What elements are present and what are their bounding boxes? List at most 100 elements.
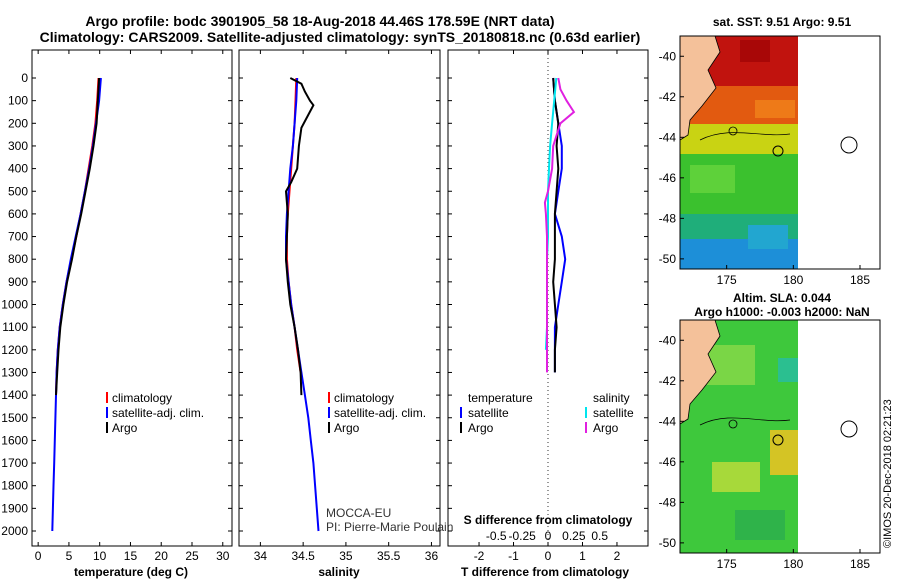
legend-label-satellite: satellite-adj. clim. xyxy=(334,406,426,420)
lat-tick-label: -50 xyxy=(659,536,677,550)
lat-tick-label: -50 xyxy=(659,252,677,266)
salinity-axes-frame xyxy=(238,49,441,547)
x-tick-label: 2 xyxy=(614,549,621,563)
project-name: MOCCA-EU xyxy=(326,506,391,520)
s-diff-tick-label: 0 xyxy=(545,529,552,543)
y-tick-label: 500 xyxy=(8,184,28,198)
salinity-tick-labels: 34 34.5 35 35.5 36 xyxy=(254,50,439,563)
y-tick-label: 2000 xyxy=(1,524,28,538)
lat-tick-label: -48 xyxy=(659,211,677,225)
legend-label-satellite: satellite-adj. clim. xyxy=(112,406,204,420)
salinity-profiles xyxy=(239,77,440,532)
legend-label-s-satellite: satellite xyxy=(593,406,634,420)
difference-panel: -2 -1 0 1 2 -0.5 -0.25 0 0.25 0.5 T difference f… xyxy=(447,49,649,579)
sla-patch-yellow xyxy=(712,462,760,492)
y-tick-label: 800 xyxy=(8,252,28,266)
sla-map-title: Altim. SLA: 0.044 xyxy=(733,291,831,305)
sst-map-panel: sat. SST: 9.51 Argo: 9.51 -40 -42 -44 xyxy=(659,15,881,287)
chatham-rise-contour xyxy=(699,132,791,141)
sla-patch-dark xyxy=(735,510,785,540)
y-tick-label: 1700 xyxy=(1,456,28,470)
bathymetry-contour xyxy=(728,126,738,136)
argo-position-marker xyxy=(772,145,784,157)
y-tick-label: 1400 xyxy=(1,388,28,402)
x-tick-label: 1 xyxy=(579,549,586,563)
salinity-panel: 34 34.5 35 35.5 36 salinity climatology sate… xyxy=(238,49,453,579)
series-argo xyxy=(55,77,101,396)
title-line-2: Climatology: CARS2009. Satellite-adjuste… xyxy=(40,29,641,45)
series-argo xyxy=(284,77,315,396)
lat-tick-label: -46 xyxy=(659,455,677,469)
sla-lat-tick-labels: -40 -42 -44 -46 -48 -50 xyxy=(659,333,684,550)
x-tick-label: -2 xyxy=(474,549,485,563)
y-tick-label: 1900 xyxy=(1,501,28,515)
chatham-island-outline xyxy=(840,136,858,154)
legend-label-t-argo: Argo xyxy=(468,421,494,435)
sla-lon-tick-labels: 175 180 185 xyxy=(717,549,870,571)
y-tick-label: 1600 xyxy=(1,433,28,447)
legend-title-temperature: temperature xyxy=(468,391,533,405)
x-tick-label: 0 xyxy=(545,549,552,563)
series-salinity-argo xyxy=(543,77,576,373)
y-tick-label: 0 xyxy=(21,71,28,85)
y-tick-label: 1100 xyxy=(2,320,28,334)
x-tick-label: 30 xyxy=(216,549,230,563)
x-tick-label: 36 xyxy=(425,549,439,563)
x-tick-label: -1 xyxy=(508,549,519,563)
bathymetry-contour xyxy=(728,419,738,429)
legend-label-argo: Argo xyxy=(334,421,360,435)
y-tick-label: 900 xyxy=(8,275,28,289)
y-tick-label: 100 xyxy=(8,94,28,108)
lon-tick-label: 180 xyxy=(783,273,803,287)
sla-map-panel: Altim. SLA: 0.044 Argo h1000: -0.003 h20… xyxy=(659,291,881,571)
legend-label-climatology: climatology xyxy=(334,391,394,405)
salinity-xlabel: salinity xyxy=(318,565,360,579)
y-tick-label: 1200 xyxy=(1,343,28,357)
difference-legend: temperature satellite Argo salinity sate… xyxy=(460,391,634,435)
sst-patch-lime xyxy=(690,165,735,193)
temperature-axes-frame xyxy=(31,49,233,547)
legend-label-t-satellite: satellite xyxy=(468,406,509,420)
s-diff-tick-label: -0.25 xyxy=(508,529,536,543)
salinity-legend: climatology satellite-adj. clim. Argo xyxy=(328,391,426,435)
lat-tick-label: -42 xyxy=(659,374,677,388)
temperature-tick-labels: 0 5 10 15 20 25 30 xyxy=(35,50,230,563)
y-tick-label: 700 xyxy=(8,230,28,244)
lat-tick-label: -46 xyxy=(659,171,677,185)
lon-tick-label: 185 xyxy=(850,557,870,571)
sst-map-frame xyxy=(679,35,881,270)
temperature-legend: climatology satellite-adj. clim. Argo xyxy=(106,391,204,435)
principal-investigator: PI: Pierre-Marie Poulain xyxy=(326,520,453,534)
y-tick-label: 200 xyxy=(8,116,28,130)
s-diff-tick-label: 0.25 xyxy=(562,529,586,543)
sst-lon-tick-labels: 175 180 185 xyxy=(717,265,870,287)
lat-tick-label: -44 xyxy=(659,130,677,144)
series-temperature-argo xyxy=(552,77,560,373)
legend-label-argo: Argo xyxy=(112,421,138,435)
x-tick-label: 35.5 xyxy=(377,549,401,563)
imos-watermark: ©IMOS 20-Dec-2018 02:21:23 xyxy=(882,399,894,548)
t-diff-xlabel: T difference from climatology xyxy=(461,565,629,579)
lon-tick-label: 175 xyxy=(717,557,737,571)
sla-patch-cyan xyxy=(778,358,798,382)
x-tick-label: 35 xyxy=(339,549,353,563)
temperature-profiles xyxy=(32,77,232,532)
temperature-xlabel: temperature (deg C) xyxy=(74,565,188,579)
legend-title-salinity: salinity xyxy=(593,391,630,405)
x-tick-label: 15 xyxy=(124,549,138,563)
sst-patch-orange xyxy=(755,100,795,118)
s-diff-tick-label: -0.5 xyxy=(486,529,507,543)
chatham-rise-contour xyxy=(699,417,791,426)
x-tick-label: 20 xyxy=(155,549,169,563)
sst-band-yellow xyxy=(680,124,798,154)
chatham-island-outline xyxy=(840,420,858,438)
temperature-panel: 0100200300400500600700800900100011001200… xyxy=(1,49,233,579)
s-diff-tick-label: 0.5 xyxy=(591,529,608,543)
y-tick-label: 1000 xyxy=(1,298,28,312)
x-tick-label: 34 xyxy=(254,549,268,563)
argo-position-marker xyxy=(772,434,784,446)
difference-profiles xyxy=(448,77,648,532)
sla-patch-amber xyxy=(770,430,798,475)
sla-map-title-line2: Argo h1000: -0.003 h2000: NaN xyxy=(694,305,869,319)
